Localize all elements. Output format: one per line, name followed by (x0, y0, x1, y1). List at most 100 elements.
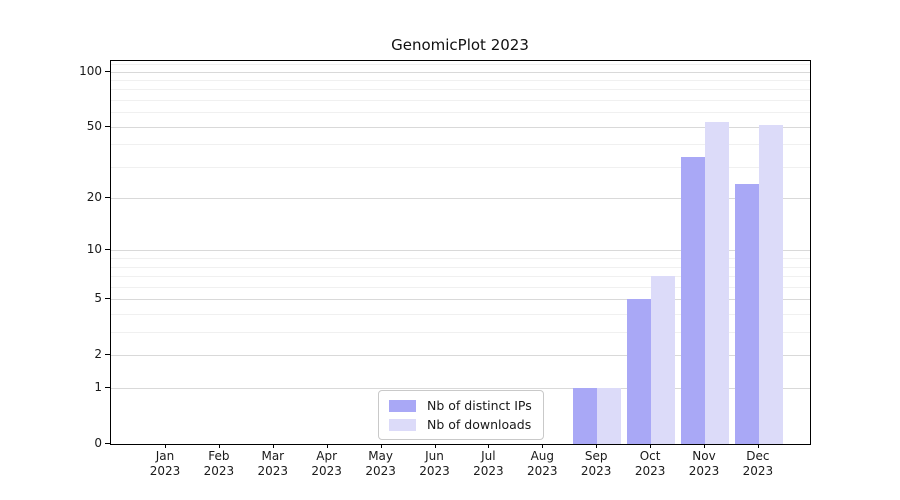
x-label-year: 2023 (634, 464, 666, 478)
x-label-month: Aug (530, 449, 555, 463)
y-tick-label: 2 (94, 347, 102, 362)
bar-nb-of-distinct-ips-nov (681, 157, 705, 444)
legend: Nb of distinct IPs Nb of downloads (378, 390, 544, 440)
x-label-year: 2023 (580, 464, 612, 478)
y-tick-label: 100 (79, 63, 102, 78)
legend-item-distinct-ips: Nb of distinct IPs (389, 396, 533, 415)
gridline-minor (111, 89, 810, 91)
bar-nb-of-downloads-oct (651, 276, 676, 444)
gridline-minor (111, 266, 810, 268)
x-label-month: Jan (155, 449, 175, 463)
gridline-minor (111, 63, 810, 65)
gridline-minor (111, 166, 810, 168)
x-label-year: 2023 (742, 464, 774, 478)
legend-item-downloads: Nb of downloads (389, 415, 533, 434)
y-tick-label: 20 (86, 190, 102, 205)
x-label-year: 2023 (473, 464, 504, 478)
x-tick-label-sep: Sep 2023 (567, 449, 625, 479)
x-label-year: 2023 (365, 464, 396, 478)
x-label-month: Jun (425, 449, 444, 463)
x-label-month: Mar (261, 449, 285, 463)
gridline-major (111, 71, 810, 73)
bar-nb-of-downloads-nov (705, 122, 729, 444)
y-tick (105, 197, 110, 199)
x-tick-label-jan: Jan 2023 (136, 449, 194, 479)
y-tick-label: 1 (94, 380, 102, 395)
x-label-year: 2023 (688, 464, 720, 478)
x-tick (165, 444, 166, 448)
gridline-minor (111, 112, 810, 114)
legend-swatch-distinct-ips (389, 399, 416, 412)
x-tick-label-nov: Nov 2023 (675, 449, 733, 479)
x-tick-label-mar: Mar 2023 (244, 449, 302, 479)
bar-nb-of-downloads-dec (758, 125, 783, 444)
x-label-year: 2023 (419, 464, 450, 478)
y-tick-label: 50 (86, 118, 102, 133)
x-tick-label-dec: Dec 2023 (729, 449, 787, 479)
x-label-year: 2023 (149, 464, 181, 478)
x-label-month: Nov (692, 449, 716, 463)
y-tick (105, 70, 110, 72)
x-tick-label-jun: Jun 2023 (406, 449, 464, 479)
x-tick (650, 444, 652, 448)
x-label-month: Oct (639, 449, 661, 463)
y-tick (105, 443, 110, 444)
x-label-year: 2023 (257, 464, 289, 478)
gridline-minor (111, 99, 810, 101)
x-tick (272, 444, 274, 448)
x-tick-label-may: May 2023 (352, 449, 410, 479)
y-tick (105, 249, 110, 251)
x-label-year: 2023 (527, 464, 558, 478)
y-tick (105, 298, 110, 300)
chart-title: GenomicPlot 2023 (391, 36, 529, 54)
x-tick (757, 444, 759, 448)
gridline-minor (111, 286, 810, 288)
x-label-month: Jul (481, 449, 496, 463)
x-label-month: Sep (584, 449, 608, 463)
x-label-month: May (368, 449, 393, 463)
y-tick (105, 387, 110, 389)
legend-label-downloads: Nb of downloads (427, 417, 532, 432)
y-tick-label: 10 (86, 242, 102, 257)
x-tick (704, 444, 705, 448)
gridline-major (111, 126, 810, 128)
gridline-major (111, 198, 810, 200)
x-tick-label-aug: Aug 2023 (513, 449, 571, 479)
x-label-month: Dec (746, 449, 770, 463)
gridline-minor (111, 314, 810, 316)
x-tick (542, 444, 544, 448)
bar-nb-of-downloads-sep (597, 388, 622, 444)
x-label-year: 2023 (203, 464, 235, 478)
y-tick (105, 125, 110, 127)
x-tick (380, 444, 382, 448)
x-tick (596, 444, 598, 448)
x-tick (326, 444, 328, 448)
x-tick-label-jul: Jul 2023 (459, 449, 517, 479)
gridline-minor (111, 258, 810, 260)
y-tick (105, 354, 110, 356)
x-tick-label-feb: Feb 2023 (190, 449, 248, 479)
legend-label-distinct-ips: Nb of distinct IPs (427, 398, 532, 413)
y-tick-label: 5 (94, 291, 102, 306)
x-label-month: Feb (208, 449, 230, 463)
gridline-major (111, 299, 810, 301)
gridline-minor (111, 332, 810, 334)
x-tick (434, 444, 436, 448)
x-label-month: Apr (316, 449, 338, 463)
x-tick (488, 444, 490, 448)
bar-nb-of-distinct-ips-oct (627, 299, 652, 444)
gridline-major (111, 388, 810, 390)
gridline-minor (111, 79, 810, 81)
gridline-minor (111, 276, 810, 278)
bar-nb-of-distinct-ips-dec (734, 184, 759, 444)
x-tick-label-apr: Apr 2023 (298, 449, 356, 479)
x-label-year: 2023 (311, 464, 342, 478)
gridline-major (111, 250, 810, 252)
gridline-major (111, 355, 810, 357)
x-tick-label-oct: Oct 2023 (621, 449, 679, 479)
bar-nb-of-distinct-ips-sep (573, 388, 598, 444)
x-tick (218, 444, 220, 448)
legend-swatch-downloads (389, 418, 416, 431)
y-tick-label: 0 (94, 436, 102, 450)
